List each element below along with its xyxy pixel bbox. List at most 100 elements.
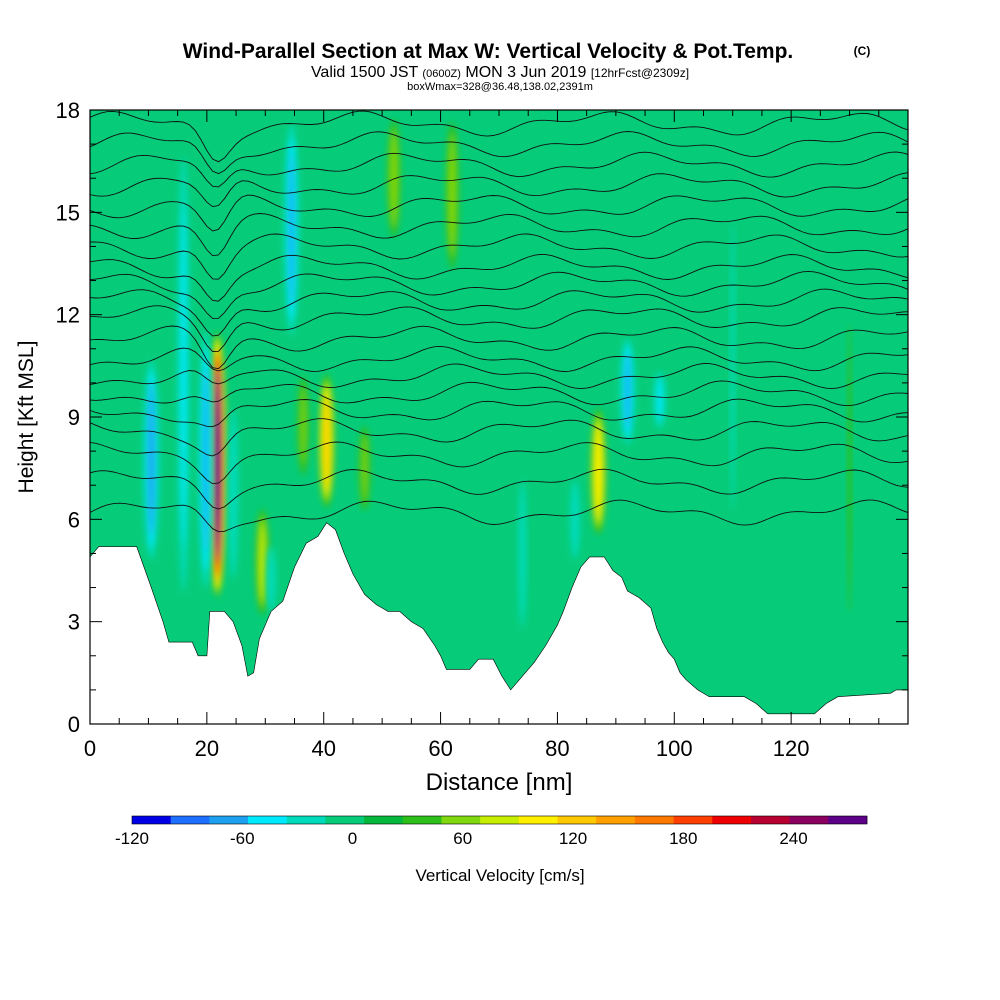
- colorbar-swatch: [402, 816, 442, 824]
- theta-contour-8: [90, 325, 908, 370]
- vv-feature-15: [297, 376, 310, 475]
- colorbar-tick-label: 60: [453, 829, 472, 848]
- x-tick-label: 0: [84, 736, 96, 761]
- theta-contour-10: [90, 288, 908, 337]
- vv-feature-3: [254, 509, 270, 615]
- vv-feature-19: [570, 480, 580, 559]
- theta-contour-16: [90, 172, 908, 208]
- colorbar-frame: [131, 815, 868, 825]
- colorbar-swatch: [828, 816, 868, 824]
- vv-feature-13: [358, 425, 371, 511]
- y-tick-label: 12: [56, 303, 80, 328]
- theta-contour-5: [90, 380, 908, 407]
- box-info: boxWmax=328@36.48,138.02,2391m: [407, 81, 593, 93]
- vv-contour-4-2: [203, 365, 208, 554]
- y-tick-label: 0: [68, 712, 80, 737]
- vv-feature-17: [847, 324, 852, 613]
- valid-time-line: Valid 1500 JST (0600Z) MON 3 Jun 2019 [1…: [311, 64, 689, 81]
- x-tick-label: 60: [428, 736, 452, 761]
- vv-contour-9-1: [657, 377, 662, 423]
- colorbar-swatch: [364, 816, 404, 824]
- vv-feature-16: [730, 221, 735, 510]
- vv-feature-8: [620, 338, 635, 445]
- chart-title: Wind-Parallel Section at Max W: Vertical…: [183, 40, 794, 63]
- colorbar-swatch: [286, 816, 326, 824]
- valid-date: MON 3 Jun 2019: [465, 64, 586, 81]
- vv-contour-18-0: [518, 479, 527, 628]
- theta-contour-9: [90, 305, 908, 352]
- colorbar-swatch: [132, 816, 171, 824]
- vv-feature-0: [207, 331, 227, 598]
- vv-contour-7-2: [289, 151, 294, 307]
- vv-contour-3-2: [260, 523, 265, 601]
- theta-contour-7: [90, 345, 908, 372]
- theta-contour-6: [90, 363, 908, 390]
- theta-contour-11: [90, 270, 908, 319]
- vv-feature-1: [318, 374, 336, 508]
- y-tick-label: 15: [56, 200, 80, 225]
- colorbar-tick-label: 120: [559, 829, 587, 848]
- axes: 0 20 40 60 80 100 120 0 3 6 9 12 15 18: [56, 98, 908, 761]
- plot-area: [89, 109, 909, 725]
- colorbar-swatch: [634, 816, 674, 824]
- colorbar-swatch: [557, 816, 597, 824]
- vv-contour-15-1: [301, 386, 306, 465]
- colorbar-swatch: [209, 816, 249, 824]
- y-tick-label: 9: [68, 405, 80, 430]
- theta-contour-13: [90, 233, 908, 280]
- colorbar-tick-label: 0: [348, 829, 357, 848]
- theta-contour-2: [90, 441, 908, 485]
- vv-feature-4: [198, 331, 214, 588]
- colorbar-swatch: [170, 816, 210, 824]
- vv-contour-13-1: [362, 434, 367, 502]
- vv-feature-14: [266, 546, 276, 612]
- vv-contour-2-3: [595, 424, 602, 519]
- vv-feature-9: [653, 371, 666, 429]
- theta-contour-15: [90, 194, 908, 232]
- y-tick-label: 3: [68, 610, 80, 635]
- theta-contour-17: [90, 151, 908, 188]
- colorbar-swatch: [518, 816, 558, 824]
- colorbar-swatch: [248, 816, 288, 824]
- vv-contour-6-1: [181, 202, 186, 547]
- colorbar-swatch: [325, 816, 365, 824]
- x-tick-label: 40: [311, 736, 335, 761]
- x-tick-label: 120: [773, 736, 810, 761]
- colorbar-tick-label: -60: [230, 829, 255, 848]
- vv-feature-7: [284, 123, 299, 335]
- vertical-velocity-field: [143, 119, 852, 628]
- vv-feature-6: [177, 156, 190, 593]
- x-tick-label: 80: [545, 736, 569, 761]
- theta-contour-0: [90, 499, 908, 533]
- vv-contour-5-2: [148, 382, 155, 538]
- theta-contour-4: [90, 398, 908, 428]
- x-tick-label: 20: [195, 736, 219, 761]
- theta-contour-19: [90, 110, 908, 163]
- vv-contour-17-0: [847, 324, 852, 613]
- vv-feature-18: [518, 479, 527, 628]
- theta-contour-3: [90, 418, 908, 457]
- colorbar-swatch: [596, 816, 636, 824]
- y-tick-label: 6: [68, 507, 80, 532]
- potential-temperature-contours: [90, 110, 908, 533]
- vv-contour-8-2: [625, 352, 630, 431]
- colorbar-tick-label: -120: [115, 829, 149, 848]
- terrain: [90, 522, 908, 724]
- theta-contour-12: [90, 253, 908, 302]
- colorbar-swatch: [750, 816, 790, 824]
- valid-utc: (0600Z): [422, 68, 461, 80]
- colorbar-swatch: [673, 816, 713, 824]
- vv-feature-12: [445, 121, 460, 269]
- valid-prefix: Valid 1500 JST: [311, 64, 419, 81]
- theta-contour-18: [90, 131, 908, 175]
- colorbar-swatch: [441, 816, 481, 824]
- copyright-mark: (C): [854, 44, 871, 58]
- vv-feature-11: [386, 119, 401, 237]
- vv-contour-10-0: [228, 408, 238, 579]
- y-tick-label: 18: [56, 98, 80, 123]
- colorbar-tick-label: 180: [669, 829, 697, 848]
- vv-contour-12-1: [448, 133, 457, 257]
- vv-contour-16-0: [730, 221, 735, 510]
- colorbar-label: Vertical Velocity [cm/s]: [415, 866, 584, 885]
